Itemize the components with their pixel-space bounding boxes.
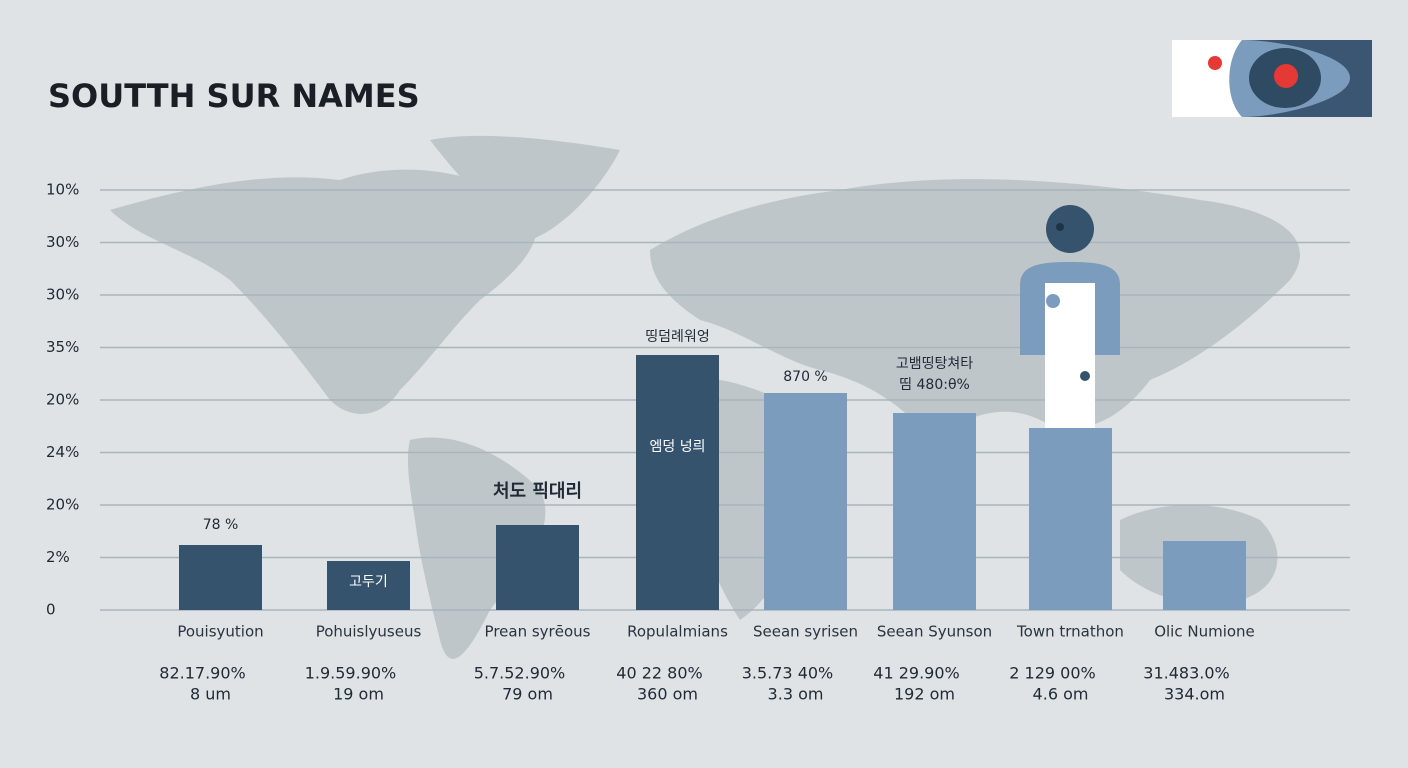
axis-label: 2%	[46, 548, 70, 566]
bar-label: 띵덤례워엉	[645, 329, 709, 345]
stat: 40 22 80%	[616, 664, 702, 683]
person-figure	[1020, 205, 1120, 428]
stat: 5.7.52.90%	[474, 664, 566, 683]
bar	[179, 545, 262, 610]
axis-label: 35%	[46, 338, 79, 356]
bar-inner-label: 엠덩 넝릐	[650, 439, 706, 455]
category-label: Town trnathon	[1016, 623, 1124, 641]
title: SOUTTH SUR NAMES	[48, 77, 420, 115]
axis-label: 20%	[46, 391, 79, 409]
bar-label: 78 %	[203, 517, 239, 533]
category-label: Pouisyution	[177, 623, 263, 641]
stat: 82.17.90%	[159, 664, 245, 683]
category-label: Prean syrēous	[485, 623, 591, 641]
bar	[1029, 428, 1112, 610]
bar-label: 띰 480:θ%	[899, 377, 970, 393]
stat: 2 129 00%	[1009, 664, 1095, 683]
bar-label: 처도 픽대리	[493, 481, 582, 502]
bar	[327, 561, 410, 610]
stat: 31.483.0%	[1143, 664, 1229, 683]
bar	[636, 355, 719, 610]
axis-label: 20%	[46, 496, 79, 514]
stat: 1.9.59.90%	[305, 664, 397, 683]
category-label: Olic Numione	[1154, 623, 1255, 641]
bar-label: 870 %	[783, 369, 827, 385]
axis-label: 24%	[46, 443, 79, 461]
stat: 41 29.90%	[873, 664, 959, 683]
bar	[1163, 541, 1246, 610]
axis-label: 30%	[46, 286, 79, 304]
stat: 19 om	[333, 685, 384, 704]
logo	[1172, 40, 1372, 117]
stat: 3.5.73 40%	[742, 664, 834, 683]
stat: 4.6 om	[1033, 685, 1089, 704]
category-label: Pohuislyuseus	[316, 623, 422, 641]
stat: 8 um	[190, 685, 231, 704]
bar-label: 고뱀띵탕쳐타	[896, 356, 973, 372]
stat: 360 om	[637, 685, 698, 704]
bar	[496, 525, 579, 610]
category-label: Ropulalmians	[627, 623, 728, 641]
stat: 192 om	[894, 685, 955, 704]
bar	[764, 393, 847, 610]
category-label: Seean syrisen	[753, 623, 858, 641]
bar-inner-label: 고두기	[349, 574, 388, 590]
stat: 3.3 om	[768, 685, 824, 704]
bar	[893, 413, 976, 610]
axis-label: 30%	[46, 233, 79, 251]
category-label: Seean Syunson	[877, 623, 992, 641]
bars: 78 % Pouisyution 82.17.90% 8 um 고두기 Pohuislyu…	[159, 329, 1255, 704]
axis-label: 10%	[46, 181, 79, 199]
axis-label: 0	[46, 601, 56, 619]
grid: 10% 30% 30% 35% 20% 24% 20% 2% 0	[46, 181, 1350, 619]
stat: 79 om	[502, 685, 553, 704]
stat: 334.om	[1164, 685, 1225, 704]
